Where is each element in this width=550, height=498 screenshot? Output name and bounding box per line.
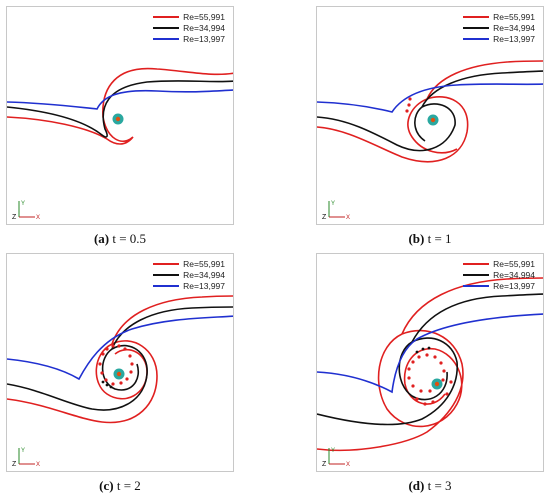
panel-c-plot: Y Z X xyxy=(7,295,233,468)
svg-text:X: X xyxy=(36,215,40,221)
caption-a: (a) t = 0.5 xyxy=(93,231,147,246)
legend-c: Re=55,991 Re=34,994 Re=13,997 xyxy=(153,258,225,291)
legend-item: Re=34,994 xyxy=(463,22,535,33)
curve-re-55991 xyxy=(7,295,233,424)
curve-re-13997 xyxy=(317,313,543,394)
axes-triad: Y Z X xyxy=(322,201,350,221)
legend-item: Re=13,997 xyxy=(153,33,225,44)
legend-item: Re=13,997 xyxy=(463,280,535,291)
svg-text:Y: Y xyxy=(331,201,335,207)
panel-b: Y Z X Re=55,991 Re=34,994 Re=13,997 xyxy=(316,6,544,225)
axes-triad: Y Z X xyxy=(322,448,350,468)
curve-re-13997 xyxy=(317,83,543,113)
axes-triad: Y Z X xyxy=(12,448,40,468)
legend-item: Re=34,994 xyxy=(153,22,225,33)
curve-re-13997 xyxy=(7,315,233,381)
particle-cloud xyxy=(98,344,134,386)
curve-re-34994 xyxy=(317,293,543,426)
svg-text:X: X xyxy=(346,462,350,468)
panel-a-plot: Y Z X xyxy=(7,67,233,221)
svg-text:Z: Z xyxy=(322,214,327,221)
axes-triad: Y Z X xyxy=(12,201,40,221)
caption-d: (d) t = 3 xyxy=(408,478,452,493)
legend-item: Re=55,991 xyxy=(463,11,535,22)
legend-d: Re=55,991 Re=34,994 Re=13,997 xyxy=(463,258,535,291)
svg-text:Z: Z xyxy=(322,461,327,468)
curve-re-34994 xyxy=(317,70,543,152)
curve-re-34994 xyxy=(7,306,233,411)
svg-text:Y: Y xyxy=(331,448,335,454)
legend-item: Re=55,991 xyxy=(153,258,225,269)
curve-re-34994 xyxy=(7,80,233,138)
caption-c: (c) t = 2 xyxy=(99,478,141,493)
legend-item: Re=34,994 xyxy=(463,269,535,280)
panel-c: Y Z X Re=55,991 Re=34,994 Re=13,997 xyxy=(6,253,234,472)
svg-text:Y: Y xyxy=(21,448,25,454)
panel-a: Y Z X Re=55,991 Re=34,994 Re=13,997 xyxy=(6,6,234,225)
legend-item: Re=13,997 xyxy=(153,280,225,291)
legend-item: Re=34,994 xyxy=(153,269,225,280)
legend-a: Re=55,991 Re=34,994 Re=13,997 xyxy=(153,11,225,44)
legend-b: Re=55,991 Re=34,994 Re=13,997 xyxy=(463,11,535,44)
legend-item: Re=55,991 xyxy=(463,258,535,269)
curve-re-55991 xyxy=(7,67,233,145)
curve-re-55991 xyxy=(317,277,543,452)
panel-d-plot: Y Z X xyxy=(317,277,543,468)
particle-cloud xyxy=(405,97,412,113)
legend-item: Re=55,991 xyxy=(153,11,225,22)
legend-item: Re=13,997 xyxy=(463,33,535,44)
svg-text:X: X xyxy=(346,215,350,221)
panel-b-plot: Y Z X xyxy=(317,60,543,221)
svg-text:Z: Z xyxy=(12,214,17,221)
caption-b: (b) t = 1 xyxy=(408,231,452,246)
svg-text:X: X xyxy=(36,462,40,468)
svg-text:Y: Y xyxy=(21,201,25,207)
panel-d: Y Z X Re=55,991 Re=34,994 Re=13,997 xyxy=(316,253,544,472)
curve-re-13997 xyxy=(7,89,233,110)
svg-text:Z: Z xyxy=(12,461,17,468)
curve-re-55991 xyxy=(317,60,543,163)
